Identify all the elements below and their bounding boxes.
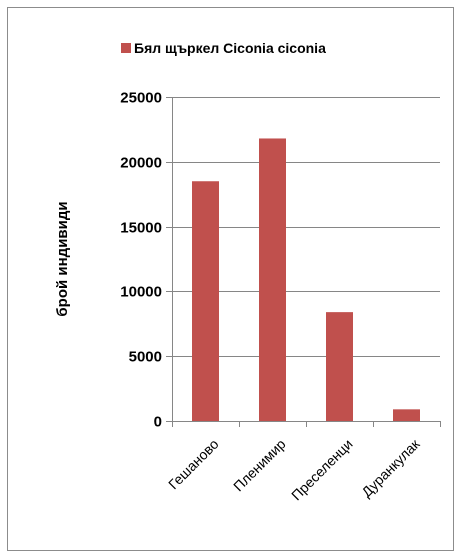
x-tick-label: Дуранкулак xyxy=(358,435,423,500)
y-tick-label: 0 xyxy=(154,414,162,431)
bar xyxy=(259,138,286,422)
bar xyxy=(192,181,219,421)
y-tick-label: 5000 xyxy=(129,349,162,366)
legend: Бял щъркел Ciconia ciconia xyxy=(121,40,326,56)
bar-layer xyxy=(192,138,420,422)
bar xyxy=(326,312,353,421)
y-tick-label: 25000 xyxy=(120,90,162,107)
legend-swatch xyxy=(121,43,131,53)
legend-label: Бял щъркел Ciconia ciconia xyxy=(134,40,326,56)
x-tick-label: Гешаново xyxy=(165,436,222,493)
axis-layer xyxy=(166,97,441,427)
y-tick-label: 20000 xyxy=(120,155,162,172)
y-tick-label: 15000 xyxy=(120,220,162,237)
x-tick-label: Пленимир xyxy=(230,436,289,495)
bar xyxy=(393,409,420,421)
y-tick-label: 10000 xyxy=(120,284,162,301)
x-tick-label: Преселенци xyxy=(288,436,356,504)
y-axis-title: брой индивиди xyxy=(54,201,71,316)
